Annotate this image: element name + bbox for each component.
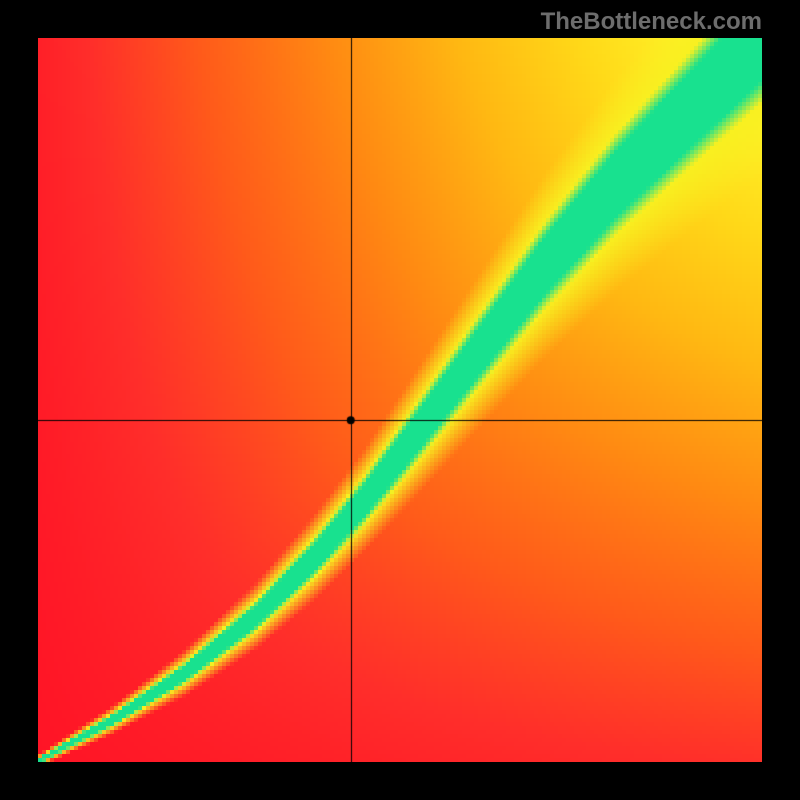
- crosshair-overlay: [38, 38, 762, 762]
- watermark-text: TheBottleneck.com: [541, 8, 762, 36]
- chart-container: TheBottleneck.com: [0, 0, 800, 800]
- plot-area: [38, 38, 762, 762]
